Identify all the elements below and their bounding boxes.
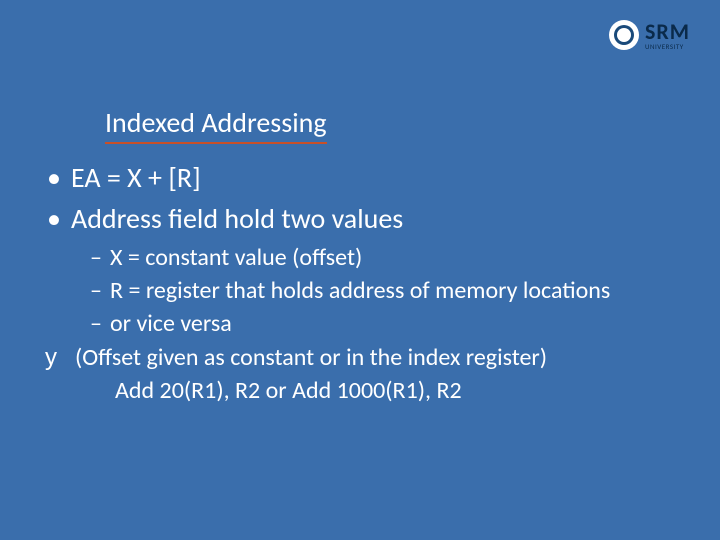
- bullet-level2: – R = register that holds address of mem…: [90, 275, 680, 306]
- bullet-dot-icon: •: [45, 160, 71, 195]
- logo-brand: SRM: [645, 21, 690, 43]
- example-text: Add 20(R1), R2 or Add 1000(R1), R2: [115, 375, 680, 406]
- bullet-dash-icon: –: [90, 308, 110, 339]
- bullet-psi: y (Offset given as constant or in the in…: [45, 342, 680, 373]
- bullet-text: or vice versa: [110, 308, 232, 339]
- bullet-level1: • Address field hold two values: [45, 201, 680, 236]
- bullet-level1: • EA = X + [R]: [45, 160, 680, 195]
- bullet-text: (Offset given as constant or in the inde…: [75, 342, 547, 373]
- logo-emblem-icon: [609, 20, 639, 50]
- bullet-dash-icon: –: [90, 242, 110, 273]
- psi-icon: y: [45, 342, 75, 373]
- bullet-dash-icon: –: [90, 275, 110, 306]
- logo-subtext: UNIVERSITY: [645, 43, 690, 50]
- slide-content: • EA = X + [R] • Address field hold two …: [45, 160, 680, 406]
- bullet-text: R = register that holds address of memor…: [110, 275, 610, 306]
- logo-text-block: SRM UNIVERSITY: [645, 21, 690, 50]
- bullet-text: EA = X + [R]: [71, 160, 201, 195]
- bullet-text: X = constant value (offset): [110, 242, 362, 273]
- bullet-level2: – or vice versa: [90, 308, 680, 339]
- bullet-text: Address field hold two values: [71, 201, 403, 236]
- university-logo: SRM UNIVERSITY: [609, 20, 690, 50]
- bullet-dot-icon: •: [45, 201, 71, 236]
- bullet-level2: – X = constant value (offset): [90, 242, 680, 273]
- slide-title: Indexed Addressing: [105, 105, 327, 144]
